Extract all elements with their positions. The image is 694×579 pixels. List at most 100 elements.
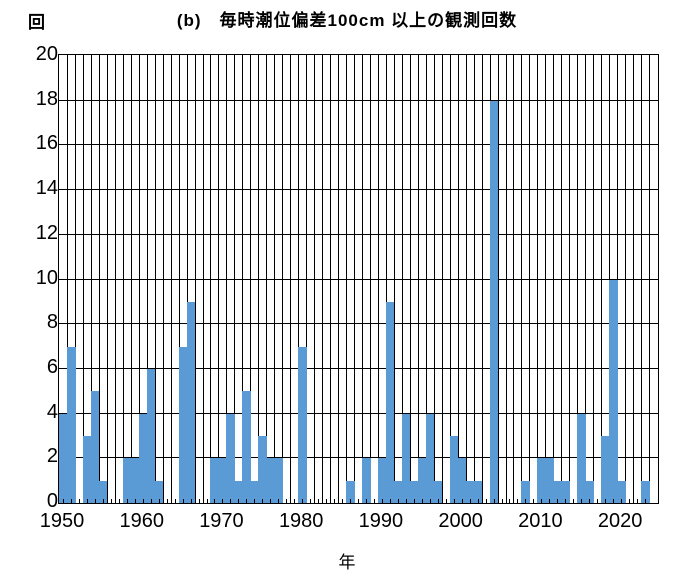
year-tick — [262, 499, 264, 503]
bar-2001 — [465, 480, 475, 503]
x-tick-label-2020: 2020 — [597, 510, 643, 532]
year-tick — [429, 499, 431, 503]
value-gridline — [59, 99, 658, 101]
bar-1976 — [266, 458, 275, 503]
year-tick — [613, 499, 615, 503]
year-tick — [118, 499, 120, 503]
x-tick-label-2010: 2010 — [518, 510, 563, 532]
bar-1988 — [361, 458, 371, 503]
year-tick — [230, 499, 232, 503]
year-tick — [461, 499, 463, 503]
x-axis-title: 年 — [338, 553, 356, 572]
year-tick — [421, 499, 423, 503]
year-tick — [78, 499, 80, 503]
y-tick-label-18: 18 — [35, 87, 58, 110]
bar-1991 — [385, 301, 395, 503]
bar-1977 — [274, 458, 283, 503]
year-tick — [557, 499, 559, 503]
year-tick — [637, 499, 639, 503]
year-tick — [278, 499, 280, 503]
year-tick — [158, 499, 160, 503]
year-tick — [541, 499, 543, 503]
bar-1973 — [242, 391, 251, 503]
y-tick-label-4: 4 — [46, 400, 58, 423]
year-tick — [517, 499, 519, 503]
year-tick — [94, 499, 96, 503]
bar-2010 — [537, 458, 546, 503]
value-gridline — [59, 323, 658, 325]
bar-1954 — [90, 391, 100, 503]
y-tick-label-6: 6 — [46, 355, 58, 378]
year-tick — [605, 499, 607, 503]
y-tick-label-2: 2 — [46, 445, 58, 468]
chart-title: (b) 毎時潮位偏差100cm 以上の観測回数 — [176, 11, 518, 30]
y-tick-label-14: 14 — [35, 177, 58, 200]
bar-1953 — [82, 435, 92, 503]
year-tick — [102, 499, 104, 503]
year-tick — [190, 499, 192, 503]
year-tick — [413, 499, 415, 503]
year-tick — [445, 499, 447, 503]
bar-1997 — [433, 480, 443, 503]
bar-1961 — [146, 368, 156, 503]
year-tick — [581, 499, 583, 503]
bar-1974 — [250, 480, 259, 503]
plot-area — [58, 54, 659, 504]
value-gridline — [59, 233, 658, 235]
year-tick — [86, 499, 88, 503]
bar-1993 — [401, 413, 411, 503]
year-tick — [453, 499, 455, 503]
year-tick — [270, 499, 272, 503]
year-tick — [621, 499, 623, 503]
year-tick — [110, 499, 112, 503]
bar-2000 — [457, 458, 467, 503]
bar-1966 — [186, 301, 196, 503]
bar-1962 — [154, 480, 164, 503]
bar-1986 — [346, 480, 355, 503]
bar-2019 — [609, 279, 618, 503]
bar-2023 — [641, 480, 650, 503]
year-tick — [238, 499, 240, 503]
year-tick — [142, 499, 144, 503]
y-tick-label-12: 12 — [35, 221, 58, 244]
year-tick — [573, 499, 575, 503]
year-tick — [214, 499, 216, 503]
year-tick — [437, 499, 439, 503]
year-tick — [373, 499, 375, 503]
bar-1971 — [226, 413, 235, 503]
year-tick — [286, 499, 288, 503]
year-tick — [533, 499, 535, 503]
year-tick — [389, 499, 391, 503]
year-tick — [62, 499, 64, 503]
bar-2012 — [553, 480, 562, 503]
year-tick — [485, 499, 487, 503]
year-tick — [182, 499, 184, 503]
bar-1958 — [122, 458, 132, 503]
year-tick — [350, 499, 352, 503]
bar-1975 — [258, 435, 267, 503]
bar-2004 — [489, 100, 499, 503]
year-tick — [509, 499, 511, 503]
year-tick — [166, 499, 168, 503]
x-tick-label-1990: 1990 — [358, 510, 404, 532]
bar-2011 — [545, 458, 554, 503]
bar-1959 — [130, 458, 140, 503]
year-tick — [469, 499, 471, 503]
year-tick — [493, 499, 495, 503]
year-tick — [70, 499, 72, 503]
bar-2013 — [561, 480, 570, 503]
year-tick — [365, 499, 367, 503]
y-tick-label-20: 20 — [35, 43, 58, 65]
value-gridline — [59, 278, 658, 280]
value-gridline — [59, 367, 658, 369]
year-tick — [334, 499, 336, 503]
year-tick — [565, 499, 567, 503]
year-tick — [549, 499, 551, 503]
year-tick — [310, 499, 312, 503]
bar-1970 — [218, 458, 228, 503]
bar-2020 — [617, 480, 626, 503]
bar-1996 — [425, 413, 435, 503]
y-tick-label-16: 16 — [35, 132, 58, 155]
year-tick — [589, 499, 591, 503]
